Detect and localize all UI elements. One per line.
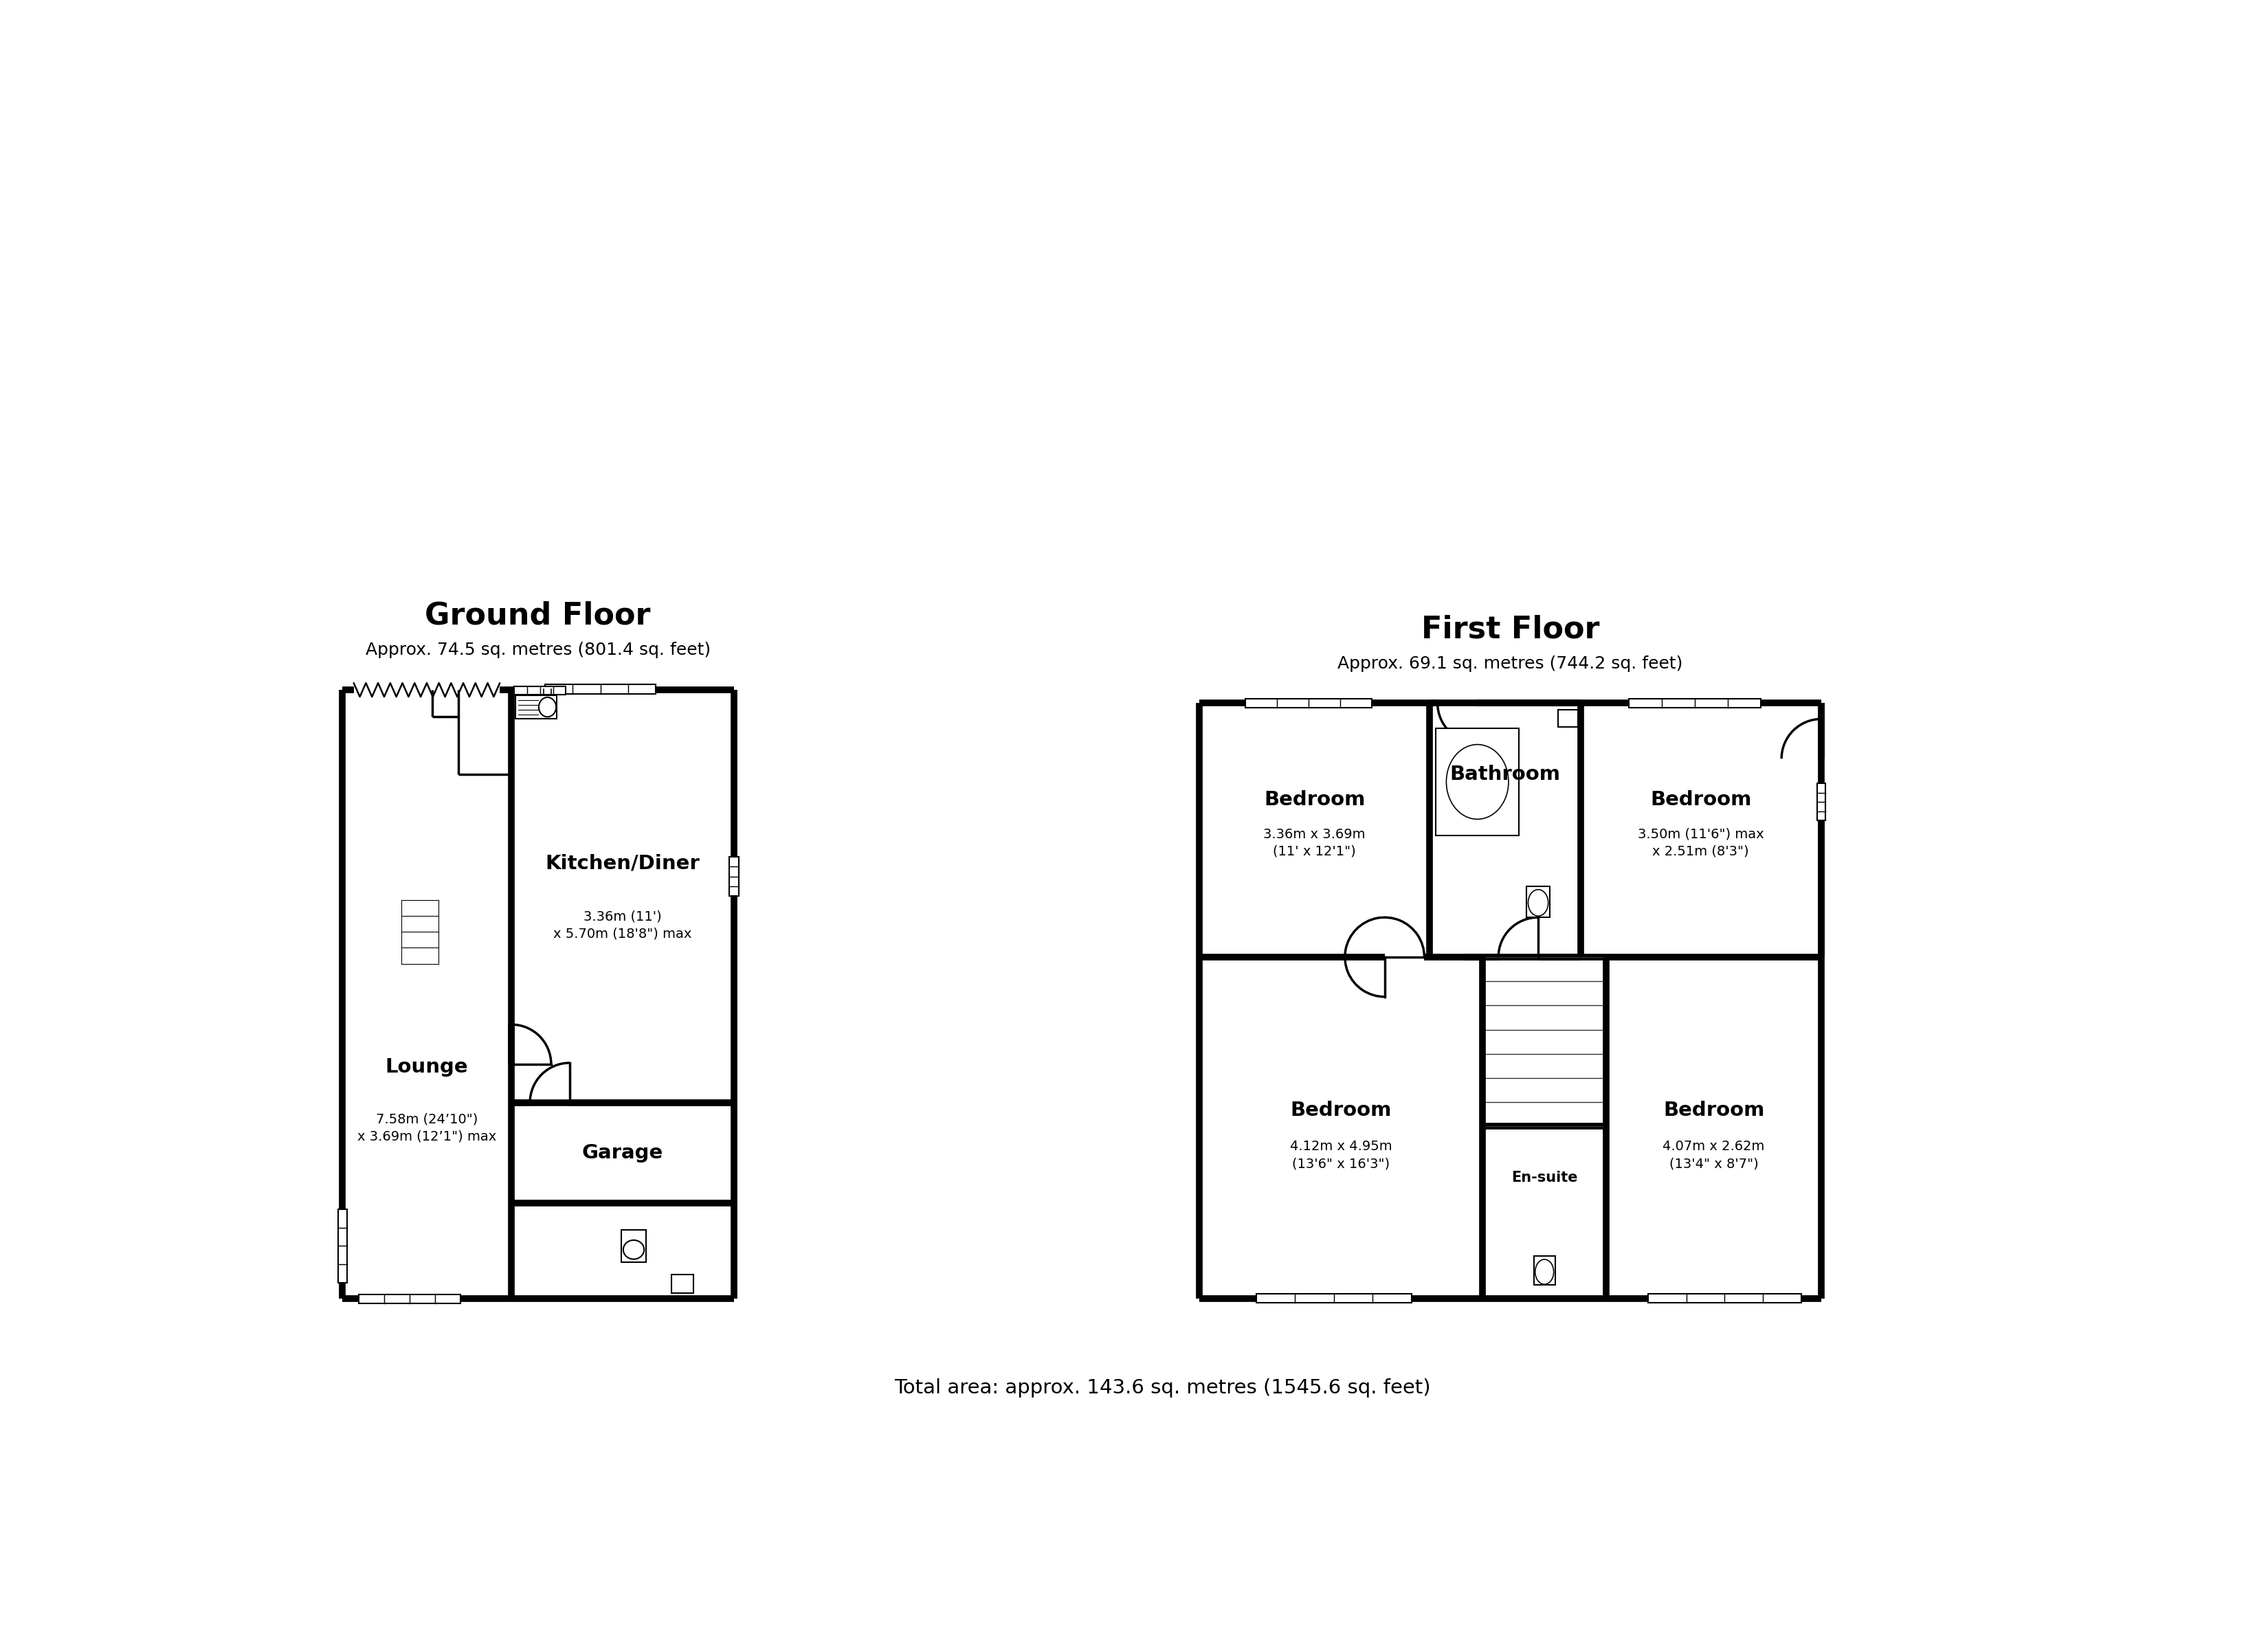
Bar — [338, 1209, 347, 1283]
Text: 7.58m (24’10")
x 3.69m (12’1") max: 7.58m (24’10") x 3.69m (12’1") max — [358, 1113, 497, 1143]
Bar — [1245, 699, 1372, 707]
Text: Bedroom: Bedroom — [1662, 1102, 1765, 1120]
Text: Bedroom: Bedroom — [1290, 1102, 1393, 1120]
Text: 3.50m (11'6") max
x 2.51m (8'3"): 3.50m (11'6") max x 2.51m (8'3") — [1637, 828, 1765, 857]
Text: Total area: approx. 143.6 sq. metres (1545.6 sq. feet): Total area: approx. 143.6 sq. metres (15… — [894, 1379, 1431, 1398]
Bar — [515, 686, 567, 694]
Bar — [621, 1230, 646, 1263]
Bar — [358, 1294, 460, 1303]
Text: Bedroom: Bedroom — [1263, 790, 1365, 810]
Text: Bedroom: Bedroom — [1651, 790, 1751, 810]
Text: En-suite: En-suite — [1510, 1171, 1579, 1186]
Text: Lounge: Lounge — [386, 1057, 467, 1077]
Bar — [1533, 1257, 1556, 1285]
Text: Ground Floor: Ground Floor — [424, 602, 651, 630]
Text: 3.36m x 3.69m
(11' x 12'1"): 3.36m x 3.69m (11' x 12'1") — [1263, 828, 1365, 857]
Text: Garage: Garage — [583, 1143, 662, 1163]
Text: 3.36m (11')
x 5.70m (18'8") max: 3.36m (11') x 5.70m (18'8") max — [553, 910, 692, 940]
Bar — [515, 696, 558, 719]
Bar — [1649, 1294, 1801, 1303]
Text: 4.12m x 4.95m
(13'6" x 16'3"): 4.12m x 4.95m (13'6" x 16'3") — [1290, 1139, 1393, 1171]
Text: Bathroom: Bathroom — [1449, 765, 1560, 783]
Bar — [730, 856, 739, 897]
Text: First Floor: First Floor — [1422, 615, 1599, 643]
Bar — [1628, 699, 1760, 707]
Text: Approx. 69.1 sq. metres (744.2 sq. feet): Approx. 69.1 sq. metres (744.2 sq. feet) — [1338, 655, 1683, 671]
Bar — [1526, 887, 1549, 917]
Text: 4.07m x 2.62m
(13'4" x 8'7"): 4.07m x 2.62m (13'4" x 8'7") — [1662, 1139, 1765, 1171]
Bar — [1817, 783, 1826, 821]
Bar — [671, 1275, 694, 1293]
Bar — [1558, 711, 1579, 727]
Bar — [1436, 729, 1520, 834]
Bar — [544, 684, 655, 694]
Bar — [1256, 1294, 1411, 1303]
Text: Approx. 74.5 sq. metres (801.4 sq. feet): Approx. 74.5 sq. metres (801.4 sq. feet) — [365, 641, 710, 658]
Text: Kitchen/Diner: Kitchen/Diner — [544, 854, 701, 872]
